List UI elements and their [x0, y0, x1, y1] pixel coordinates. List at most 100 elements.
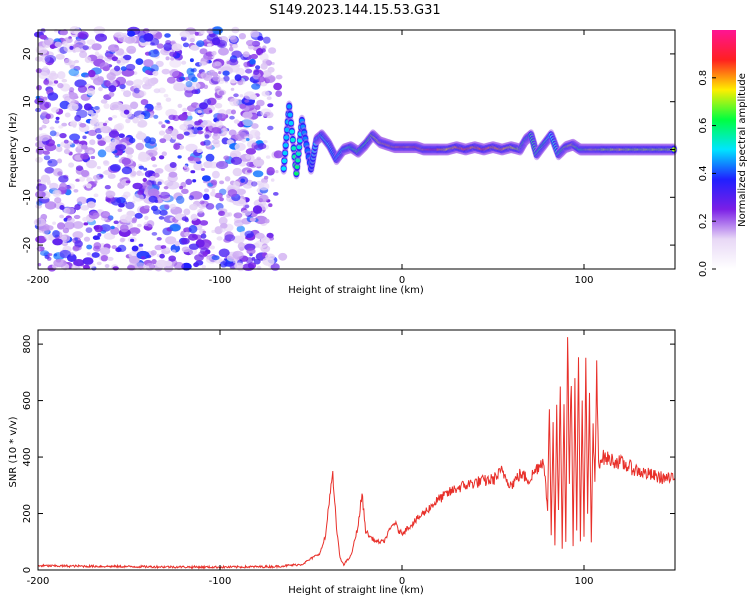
- heatmap-noise-cell: [172, 135, 177, 140]
- heatmap-noise-cell: [62, 41, 68, 46]
- heatmap-noise-cell: [259, 52, 269, 62]
- heatmap-noise-cell: [260, 108, 272, 117]
- heatmap-noise-cell: [251, 83, 261, 90]
- heatmap-noise-cell: [81, 144, 88, 150]
- heatmap-noise-cell: [214, 102, 223, 109]
- heatmap-noise-cell: [94, 106, 100, 110]
- heatmap-noise-cell: [121, 157, 131, 165]
- heatmap-noise-cell: [267, 125, 274, 131]
- heatmap-noise-cell: [97, 140, 106, 147]
- heatmap-noise-cell: [169, 224, 181, 232]
- heatmap-noise-cell: [93, 77, 104, 86]
- heatmap-noise-cell: [140, 172, 145, 176]
- heatmap-noise-cell: [51, 107, 60, 113]
- heatmap-noise-cell: [61, 78, 68, 83]
- heatmap-noise-cell: [143, 167, 148, 171]
- heatmap-noise-cell: [253, 69, 260, 76]
- heatmap-noise-cell: [91, 43, 102, 51]
- heatmap-noise-cell: [158, 130, 166, 136]
- heatmap-ridge-core: [290, 137, 296, 143]
- heatmap-noise-cell: [108, 85, 117, 93]
- heatmap-x-label: Height of straight line (km): [288, 285, 424, 296]
- heatmap-noise-cell: [169, 51, 177, 57]
- x-tick-label: 0: [399, 576, 405, 587]
- heatmap-noise-cell: [184, 231, 190, 237]
- heatmap-noise-cell: [123, 191, 131, 198]
- heatmap-noise-cell: [202, 251, 208, 257]
- heatmap-noise-cell: [150, 38, 160, 46]
- heatmap-noise-cell: [179, 30, 190, 38]
- heatmap-noise-cell: [236, 225, 245, 233]
- heatmap-noise-cell: [100, 99, 108, 104]
- heatmap-noise-cell: [112, 266, 119, 271]
- heatmap-noise-cell: [185, 178, 193, 185]
- heatmap-noise-cell: [73, 139, 80, 144]
- heatmap-noise-cell: [54, 197, 62, 204]
- heatmap-noise-cell: [207, 43, 212, 47]
- heatmap-noise-cell: [252, 158, 265, 167]
- heatmap-noise-cell: [69, 133, 81, 141]
- heatmap-noise-cell: [203, 139, 211, 146]
- heatmap-noise-cell: [232, 44, 239, 49]
- heatmap-noise-cell: [228, 59, 239, 66]
- heatmap-noise-cell: [239, 103, 247, 109]
- heatmap-noise-cell: [149, 175, 156, 181]
- heatmap-noise-cell: [108, 117, 113, 121]
- heatmap-noise-cell: [132, 182, 143, 190]
- heatmap-noise-cell: [62, 240, 67, 245]
- heatmap-noise-cell: [196, 148, 203, 153]
- heatmap-noise-cell: [44, 101, 52, 109]
- heatmap-noise-cell: [184, 89, 194, 98]
- heatmap-noise-cell: [176, 77, 184, 82]
- heatmap-noise-cell: [39, 127, 43, 131]
- heatmap-noise-cell: [82, 135, 87, 140]
- heatmap-noise-cell: [185, 143, 198, 152]
- heatmap-noise-cell: [58, 175, 69, 183]
- heatmap-noise-cell: [76, 196, 88, 205]
- heatmap-noise-cell: [169, 203, 176, 210]
- heatmap-noise-cell: [125, 180, 131, 184]
- heatmap-noise-cell: [158, 87, 166, 94]
- heatmap-noise-cell: [219, 197, 224, 202]
- heatmap-ridge-core: [282, 150, 288, 156]
- heatmap-noise-cell: [188, 225, 198, 234]
- heatmap-noise-cell: [164, 119, 170, 123]
- heatmap-noise-cell: [86, 39, 96, 45]
- heatmap-noise-cell: [168, 255, 176, 262]
- heatmap-noise-cell: [83, 222, 89, 226]
- heatmap-noise-cell: [183, 165, 188, 169]
- heatmap-noise-cell: [87, 201, 96, 209]
- heatmap-noise-cell: [214, 192, 223, 199]
- heatmap-noise-cell: [170, 57, 175, 61]
- heatmap-noise-cell: [211, 255, 220, 261]
- heatmap-noise-cell: [246, 39, 255, 47]
- heatmap-y-ticks: -20 -10 0 10 20: [22, 48, 675, 253]
- heatmap-noise-cell: [79, 123, 87, 128]
- heatmap-noise-cell: [99, 224, 112, 232]
- heatmap-noise-cell: [197, 130, 203, 135]
- heatmap-noise-cell: [130, 238, 135, 242]
- heatmap-noise-cell: [251, 123, 259, 129]
- heatmap-noise-cell: [84, 74, 90, 78]
- heatmap-ridge: [280, 100, 678, 180]
- heatmap-noise-cell: [193, 161, 203, 171]
- heatmap-noise-cell: [155, 32, 162, 38]
- heatmap-noise-cell: [198, 119, 203, 124]
- heatmap-noise-cell: [252, 142, 257, 146]
- heatmap-noise-cell: [142, 181, 153, 190]
- heatmap-noise-cell: [169, 59, 182, 68]
- heatmap-noise-cell: [61, 235, 68, 241]
- heatmap-noise-cell: [158, 155, 165, 160]
- colorbar-label: Normalized spectral amplitude: [737, 73, 748, 227]
- heatmap-noise-cell: [156, 43, 164, 49]
- heatmap-noise-cell: [108, 130, 120, 139]
- heatmap-noise-cell: [46, 181, 51, 185]
- heatmap-noise-cell: [256, 156, 262, 161]
- heatmap-noise-cell: [232, 167, 243, 177]
- heatmap-noise-cell: [156, 237, 162, 241]
- heatmap-noise-cell: [80, 153, 89, 160]
- heatmap-noise-cell: [72, 124, 77, 128]
- heatmap-noise-cell: [83, 236, 91, 242]
- heatmap-noise-cell: [199, 102, 208, 110]
- heatmap-noise-cell: [55, 116, 60, 121]
